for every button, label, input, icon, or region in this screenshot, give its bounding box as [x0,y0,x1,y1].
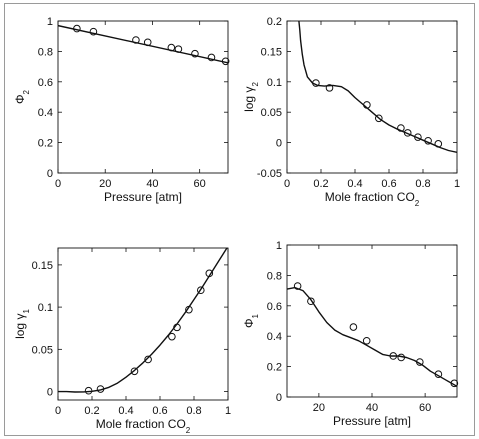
x-tick-label: 0 [55,178,61,190]
y-tick-label: 0.15 [261,46,282,58]
y-tick-label: 0 [276,138,282,150]
y-tick-label: 0.05 [261,107,282,119]
chart-phi2: 0 20 40 60 0 0.2 0.4 0.6 0.8 1 Pressure [atm] Φ2 [13,16,230,204]
plot-frame [286,20,458,174]
y-tick-label: 0.1 [38,302,53,314]
plot-frame [286,244,458,398]
x-tick-label: 40 [366,402,378,414]
y-tick-label: 0.1 [267,77,282,89]
x-tick-label: 0 [284,178,290,190]
y-tick-label: 0.8 [38,46,53,58]
y-tick-label: 0 [47,387,53,399]
y-tick-label: 0 [47,168,53,180]
data-point [362,336,371,345]
label-subscript: 1 [22,309,31,314]
x-tick-label: 0.4 [118,405,133,417]
label-main: Mole fraction CO [96,417,186,431]
x-axis-label: Mole fraction CO2 [96,417,191,435]
y-tick-label: 0.8 [267,270,282,282]
y-tick-label: 0.15 [32,260,53,272]
fit-curve [58,24,228,64]
x-axis-label: Pressure [atm] [104,190,182,204]
x-tick-label: 0.8 [415,178,430,190]
data-point [375,114,383,123]
label-main: log γ [242,87,256,112]
label-main: Φ [13,94,27,104]
label-subscript: 2 [415,199,420,208]
data-point [207,53,216,62]
x-tick-label: 60 [419,402,431,414]
y-tick-label: -0.05 [257,168,282,180]
figure-frame [4,3,475,436]
x-tick-label: 1 [225,405,231,417]
data-point [349,323,358,331]
label-main: Φ [242,318,256,328]
y-tick-label: 0.2 [38,138,53,150]
y-tick-label: 0.4 [38,107,53,119]
x-tick-label: 0.2 [313,178,328,190]
fit-curve [298,21,457,153]
x-axis-label: Pressure [atm] [333,414,411,428]
x-tick-label: 0 [55,405,61,417]
y-tick-label: 1 [276,240,282,252]
label-subscript: 1 [251,313,260,318]
x-tick-label: 20 [313,402,325,414]
y-axis-label: log γ2 [242,82,260,112]
y-tick-label: 1 [47,16,53,28]
data-point [307,297,315,306]
y-axis-label: Φ1 [242,313,260,328]
x-tick-label: 0.4 [347,178,362,190]
y-tick-label: 0.2 [267,362,282,374]
fit-curve [58,248,228,393]
label-subscript: 2 [251,82,260,87]
data-point [325,84,334,92]
x-tick-label: 60 [194,178,206,190]
y-tick-label: 0.2 [267,16,282,28]
data-point [144,355,152,364]
x-tick-label: 0.8 [186,405,201,417]
data-point [191,49,199,58]
y-tick-label: 0.6 [38,77,53,89]
plot-frame [57,247,229,401]
x-tick-label: 0.2 [84,405,99,417]
label-subscript: 2 [186,426,191,435]
fit-curve [287,286,457,388]
x-tick-label: 0.6 [152,405,167,417]
x-axis-label: Mole fraction CO2 [325,190,420,208]
plot-frame [57,20,229,174]
label-subscript: 2 [22,89,31,94]
y-tick-label: 0.6 [267,301,282,313]
y-tick-label: 0.05 [32,344,53,356]
y-axis-label: Φ2 [13,89,31,104]
label-main: Mole fraction CO [325,190,415,204]
x-tick-label: 40 [146,178,158,190]
y-tick-label: 0 [276,392,282,404]
data-point [89,27,98,36]
label-main: log γ [13,314,27,339]
data-point [197,286,205,295]
y-tick-label: 0.4 [267,331,282,343]
data-point [168,332,176,341]
x-tick-label: 20 [99,178,111,190]
x-tick-label: 1 [454,178,460,190]
x-tick-label: 0.6 [381,178,396,190]
chart-loggamma1: 0 0.2 0.4 0.6 0.8 1 0 0.05 0.1 0.15 Mole fraction … [13,247,231,435]
y-axis-label: log γ1 [13,309,31,339]
data-point [130,367,139,376]
